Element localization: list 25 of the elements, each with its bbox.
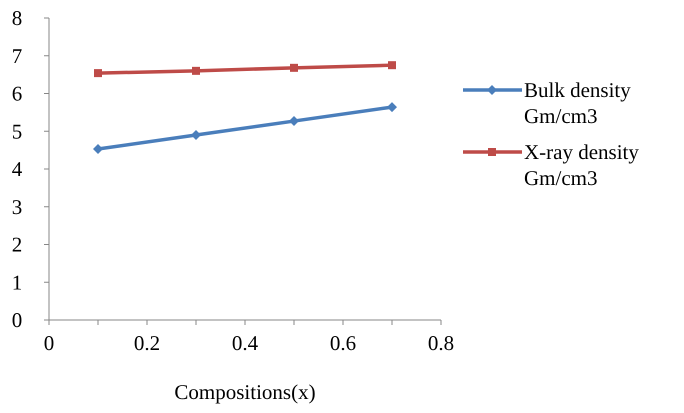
- y-tick-label: 6: [12, 82, 22, 106]
- legend-label: X-ray density Gm/cm3: [524, 140, 640, 190]
- point: [387, 102, 397, 112]
- y-tick-label: 7: [12, 44, 22, 68]
- y-tick-label: 3: [12, 194, 22, 219]
- x-tick-label: 0.8: [428, 331, 454, 355]
- x-tick-label: 0.4: [232, 331, 259, 355]
- y-tick-label: 8: [12, 6, 22, 30]
- x-axis-title: Compositions(x): [174, 380, 316, 404]
- x-tick-label: 0.2: [134, 331, 160, 355]
- x-tick-label: 0.6: [330, 331, 356, 355]
- y-tick-label: 0: [12, 308, 22, 332]
- point: [289, 116, 299, 126]
- point: [388, 61, 396, 70]
- point: [290, 64, 298, 72]
- point: [93, 144, 103, 154]
- point: [94, 69, 102, 78]
- y-tick-label: 1: [12, 270, 22, 294]
- point: [192, 66, 200, 75]
- y-tick-label: 2: [12, 232, 22, 256]
- legend-label: Bulk density Gm/cm3: [524, 78, 632, 128]
- x-tick-label: 0: [44, 331, 54, 355]
- y-tick-label: 4: [12, 157, 23, 181]
- point: [191, 130, 201, 140]
- y-tick-label: 5: [12, 119, 22, 144]
